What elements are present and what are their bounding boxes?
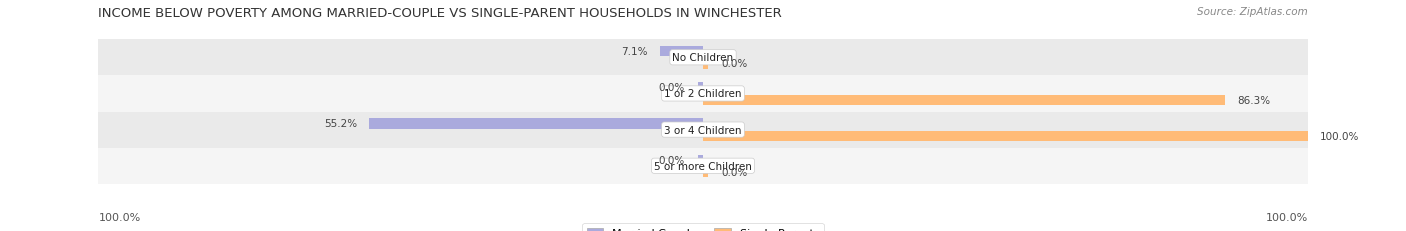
Legend: Married Couples, Single Parents: Married Couples, Single Parents <box>582 223 824 231</box>
Text: 0.0%: 0.0% <box>721 59 748 69</box>
Bar <box>699 155 703 165</box>
Text: 0.0%: 0.0% <box>658 155 685 165</box>
Text: 7.1%: 7.1% <box>621 47 648 57</box>
Bar <box>98 40 1308 76</box>
Text: No Children: No Children <box>672 53 734 63</box>
Bar <box>703 131 1308 141</box>
Text: 0.0%: 0.0% <box>721 167 748 177</box>
Text: 1 or 2 Children: 1 or 2 Children <box>664 89 742 99</box>
Bar <box>98 148 1308 184</box>
Bar <box>703 167 707 177</box>
Bar <box>703 59 707 69</box>
Bar <box>659 47 703 57</box>
Bar <box>699 83 703 93</box>
Text: 0.0%: 0.0% <box>658 83 685 93</box>
Bar <box>98 76 1308 112</box>
Text: 100.0%: 100.0% <box>1265 212 1308 222</box>
Bar <box>703 95 1225 105</box>
Text: 5 or more Children: 5 or more Children <box>654 161 752 171</box>
Text: 86.3%: 86.3% <box>1237 95 1270 105</box>
Text: 3 or 4 Children: 3 or 4 Children <box>664 125 742 135</box>
Text: Source: ZipAtlas.com: Source: ZipAtlas.com <box>1197 7 1308 17</box>
Text: 100.0%: 100.0% <box>1320 131 1360 141</box>
Bar <box>98 112 1308 148</box>
Bar <box>370 119 703 129</box>
Text: INCOME BELOW POVERTY AMONG MARRIED-COUPLE VS SINGLE-PARENT HOUSEHOLDS IN WINCHES: INCOME BELOW POVERTY AMONG MARRIED-COUPL… <box>98 7 782 20</box>
Text: 55.2%: 55.2% <box>323 119 357 129</box>
Text: 100.0%: 100.0% <box>98 212 141 222</box>
